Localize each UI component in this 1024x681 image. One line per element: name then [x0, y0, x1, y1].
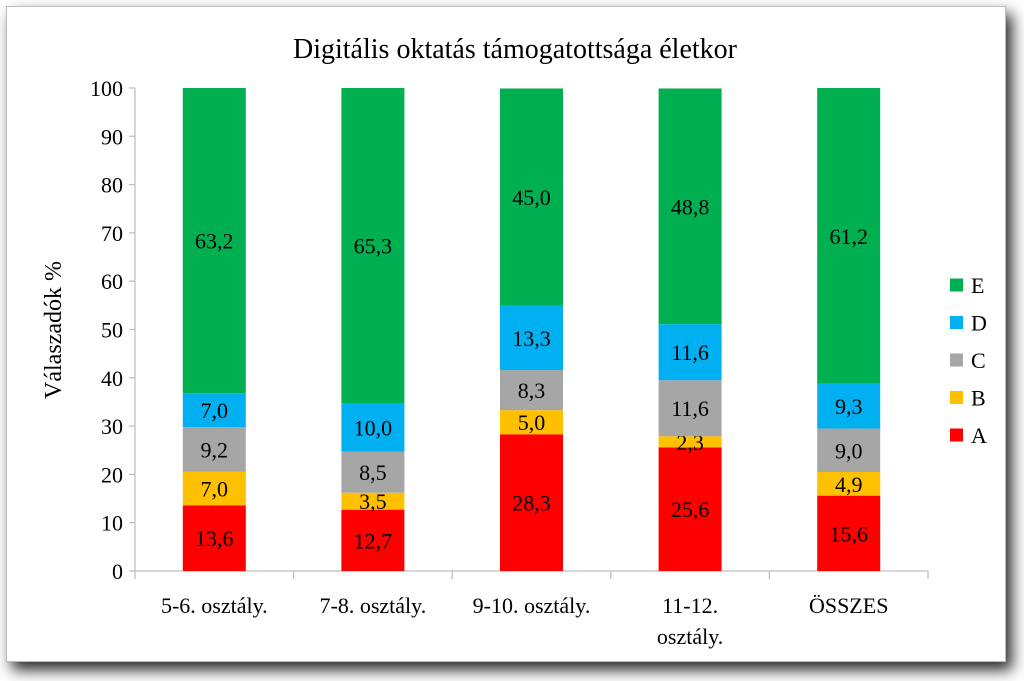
- bar-segment-b: [341, 492, 405, 510]
- y-tick-label: 40: [101, 366, 123, 391]
- bar-segment-d: [817, 383, 881, 429]
- y-axis: 0 10 20 30 40 50 60 70 80 90 100: [90, 76, 136, 584]
- x-tick-label: 9-10. osztály.: [473, 593, 591, 618]
- bars: 13,6 7,0 9,2 7,0 63,2 12,7 3,5 8,5 10,0 65,3 28,3 5…: [182, 88, 881, 571]
- legend-label-b: B: [971, 386, 986, 411]
- bar-segment-c: [658, 380, 722, 437]
- data-label: 63,2: [195, 229, 234, 254]
- y-tick-label: 0: [112, 559, 123, 584]
- bar-segment-b: [817, 471, 881, 496]
- data-label: 9,0: [835, 438, 863, 463]
- bar-segment-c: [341, 451, 405, 493]
- data-label: 9,2: [201, 437, 229, 462]
- bar-segment-d: [658, 324, 722, 381]
- bar-segment-c: [817, 428, 881, 472]
- bar-segment-a: [182, 505, 246, 571]
- legend-label-e: E: [971, 273, 984, 298]
- data-label: 25,6: [671, 497, 710, 522]
- bar-segment-e: [500, 88, 563, 306]
- bar-segment-d: [341, 403, 405, 452]
- legend-swatch-d: [950, 316, 963, 329]
- bar-segment-a: [341, 509, 405, 571]
- legend-label-d: D: [971, 311, 987, 336]
- bar-segment-e: [182, 88, 246, 394]
- x-tick-label: 11-12.: [662, 593, 718, 618]
- data-label: 3,5: [359, 489, 387, 514]
- data-label: 8,5: [359, 460, 387, 485]
- data-label: 11,6: [671, 396, 709, 421]
- x-tick-label: 5-6. osztály.: [161, 593, 268, 618]
- data-label: 7,0: [201, 398, 229, 423]
- legend-label-c: C: [971, 348, 986, 373]
- legend-swatch-a: [950, 428, 963, 442]
- bar-segment-a: [658, 447, 722, 571]
- bar-segment-e: [341, 88, 405, 404]
- y-tick-label: 50: [101, 318, 123, 343]
- bar-segment-d: [182, 393, 246, 428]
- bar-segment-c: [182, 427, 246, 472]
- data-label: 5,0: [518, 410, 546, 435]
- y-tick-label: 20: [101, 462, 123, 487]
- data-label: 61,2: [829, 224, 868, 249]
- data-label: 7,0: [201, 476, 229, 501]
- bar-segment-b: [658, 436, 722, 448]
- data-label: 9,3: [835, 394, 863, 419]
- bar-segment-e: [817, 88, 881, 384]
- y-tick-label: 90: [101, 124, 123, 149]
- y-tick-label: 80: [101, 173, 123, 198]
- x-tick-label: ÖSSZES: [809, 593, 888, 618]
- x-axis: 5-6. osztály. 7-8. osztály. 9-10. osztály.…: [134, 570, 929, 649]
- data-label: 48,8: [671, 194, 710, 219]
- data-label: 10,0: [354, 416, 393, 441]
- data-label: 11,6: [671, 340, 709, 365]
- x-tick-label: osztály.: [657, 624, 723, 649]
- y-tick-label: 60: [101, 269, 123, 294]
- y-tick-label: 10: [101, 511, 123, 536]
- bar-segment-c: [500, 370, 563, 411]
- y-tick-label: 100: [90, 76, 123, 101]
- legend-swatch-e: [950, 278, 963, 292]
- bar-segment-b: [182, 471, 246, 506]
- legend-swatch-c: [950, 353, 963, 367]
- data-label: 13,3: [512, 326, 551, 351]
- legend-swatch-b: [950, 391, 963, 404]
- data-label: 45,0: [512, 185, 551, 210]
- bar-segment-e: [658, 88, 722, 325]
- y-axis-title: Válaszadók %: [41, 261, 67, 399]
- data-label: 4,9: [835, 472, 863, 497]
- chart-title: Digitális oktatás támogatottsága életkor: [293, 34, 738, 65]
- bar-segment-d: [500, 305, 563, 371]
- data-label: 65,3: [354, 234, 393, 259]
- data-label: 28,3: [512, 491, 551, 516]
- y-tick-label: 70: [101, 221, 123, 246]
- y-tick-label: 30: [101, 414, 123, 439]
- data-label: 15,6: [829, 521, 868, 546]
- data-label: 13,6: [195, 526, 234, 551]
- legend-label-a: A: [971, 423, 987, 448]
- bar-segment-b: [500, 410, 563, 435]
- bar-segment-a: [817, 495, 881, 571]
- data-label: 8,3: [518, 378, 546, 403]
- data-label: 12,7: [354, 528, 393, 553]
- x-tick-label: 7-8. osztály.: [320, 593, 427, 618]
- bar-segment-a: [500, 434, 563, 571]
